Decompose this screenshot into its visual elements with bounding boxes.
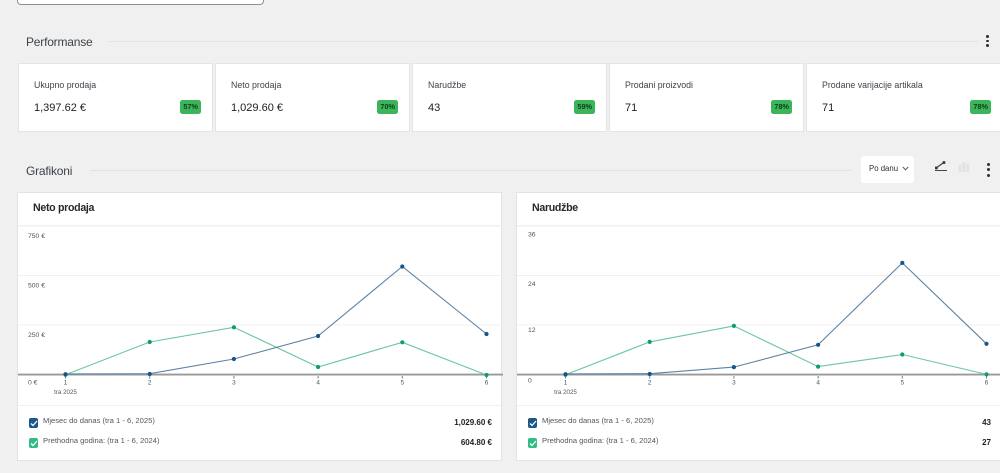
svg-text:36: 36 xyxy=(528,232,536,239)
svg-text:0 €: 0 € xyxy=(28,380,38,387)
svg-text:750 €: 750 € xyxy=(28,233,45,240)
svg-text:2: 2 xyxy=(648,380,652,387)
svg-text:24: 24 xyxy=(528,281,536,288)
svg-text:5: 5 xyxy=(901,380,905,387)
svg-text:5: 5 xyxy=(401,380,405,387)
svg-text:6: 6 xyxy=(985,380,989,387)
svg-text:4: 4 xyxy=(316,380,320,387)
svg-text:0: 0 xyxy=(528,378,532,385)
svg-text:500 €: 500 € xyxy=(28,283,45,290)
svg-text:4: 4 xyxy=(816,380,820,387)
svg-text:12: 12 xyxy=(528,327,536,334)
svg-text:6: 6 xyxy=(485,380,489,387)
svg-text:250 €: 250 € xyxy=(28,332,45,339)
svg-text:3: 3 xyxy=(232,380,236,387)
svg-text:1: 1 xyxy=(64,380,68,387)
svg-text:3: 3 xyxy=(732,380,736,387)
svg-text:tra 2025: tra 2025 xyxy=(554,389,577,396)
svg-text:tra 2025: tra 2025 xyxy=(54,389,77,396)
svg-text:1: 1 xyxy=(564,380,568,387)
svg-text:2: 2 xyxy=(148,380,152,387)
